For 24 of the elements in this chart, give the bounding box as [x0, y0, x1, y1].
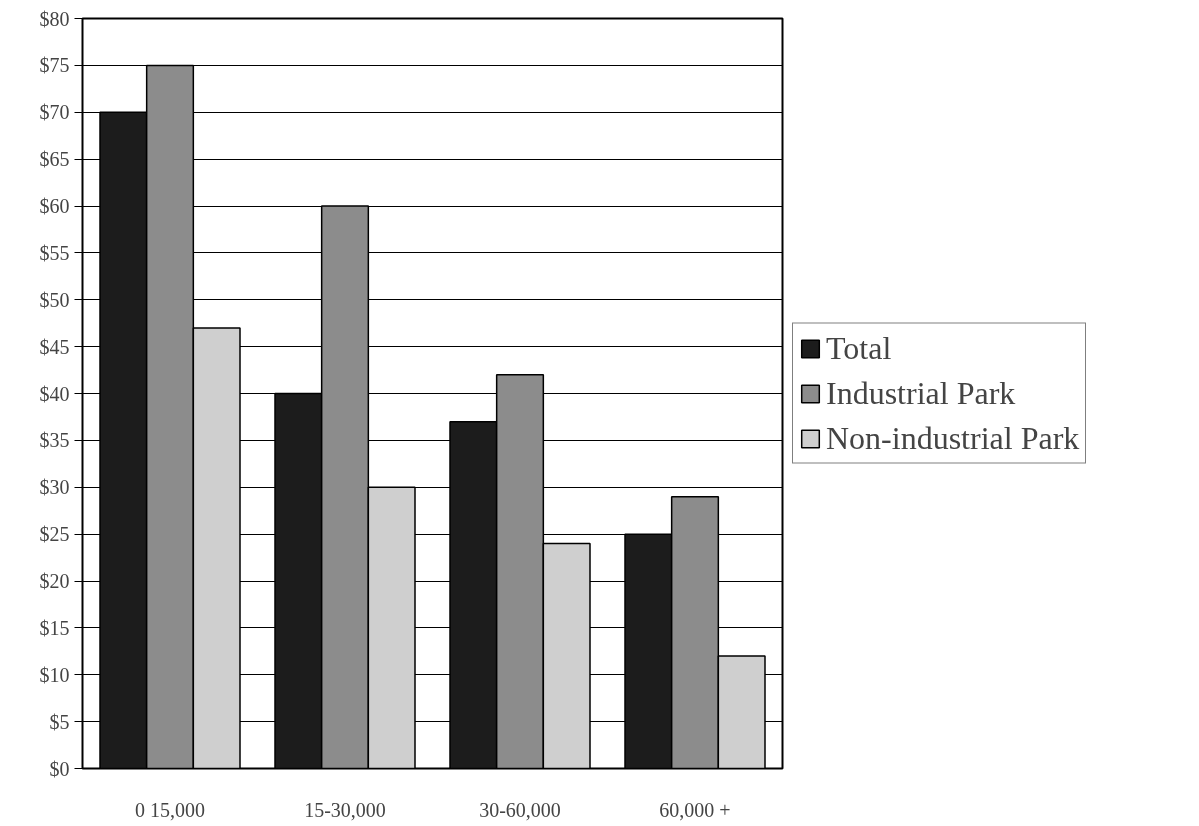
x-tick-label: 30-60,000 [479, 798, 561, 821]
y-tick-label: $40 [39, 382, 70, 405]
y-tick-label: $80 [39, 7, 70, 30]
y-tick-label: $65 [39, 148, 70, 171]
y-tick-label: $5 [49, 710, 70, 733]
y-tick-label: $70 [39, 101, 70, 124]
y-tick-label: $75 [39, 54, 70, 77]
y-tick-label: $0 [49, 757, 70, 780]
x-tick-label: 15-30,000 [304, 798, 386, 821]
legend-label: Non-industrial Park [826, 419, 1080, 457]
y-tick-label: $20 [39, 570, 70, 592]
y-tick-label: $35 [39, 429, 70, 452]
y-tick-label: $50 [39, 288, 70, 311]
legend-label: Industrial Park [826, 374, 1016, 412]
y-tick-label: $15 [39, 616, 70, 639]
x-tick-label: 0 15,000 [135, 798, 205, 821]
y-tick-label: $55 [39, 241, 70, 264]
y-tick-label: $10 [39, 663, 70, 686]
x-tick-label: 60,000 + [659, 798, 731, 821]
y-tick-label: $60 [39, 195, 70, 217]
y-tick-label: $30 [39, 476, 70, 499]
y-tick-label: $25 [39, 523, 70, 546]
y-tick-label: $45 [39, 335, 70, 358]
legend-label: Total [826, 329, 892, 367]
